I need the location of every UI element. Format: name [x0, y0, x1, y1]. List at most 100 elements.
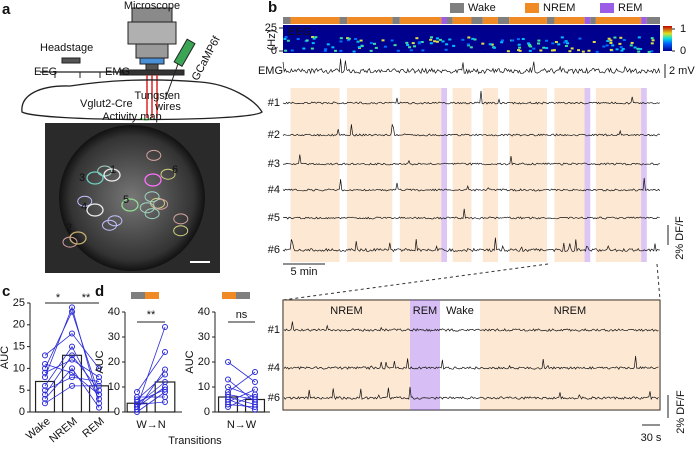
spectrogram-cell	[619, 46, 623, 49]
y-tick-label: 15	[13, 341, 25, 353]
spectrogram-cell	[500, 39, 504, 42]
spectrogram-cell	[618, 42, 622, 45]
significance: ns	[236, 309, 248, 321]
roi	[139, 202, 155, 214]
cell-label: 3	[79, 172, 85, 184]
y-tick-label: 0	[19, 406, 25, 418]
spectrogram-cell	[311, 36, 315, 39]
spectrogram-cell	[418, 41, 422, 44]
spectrogram-cell	[500, 41, 504, 44]
hypnogram-segment	[446, 17, 453, 24]
y-tick-label: 40	[198, 306, 210, 318]
data-point	[69, 374, 75, 381]
y-tick-label: 0	[114, 406, 120, 418]
spectrogram-cell	[466, 43, 470, 46]
paired-line	[44, 376, 100, 391]
data-point	[42, 361, 48, 368]
roi	[173, 213, 189, 225]
roi	[77, 195, 93, 207]
spectrogram-cell	[356, 40, 360, 43]
y-tick-label: 10	[13, 362, 25, 374]
spectrogram-cell	[539, 49, 543, 52]
roi	[144, 173, 162, 187]
spectrogram-cell	[650, 50, 654, 53]
spectrogram-cell	[339, 49, 343, 52]
x-tick-label: NREM	[47, 415, 80, 445]
data-point	[42, 391, 48, 398]
scale-label: 2 mV	[669, 65, 695, 77]
y-tick-label: 20	[108, 356, 120, 368]
spectrogram-cell	[310, 47, 314, 50]
spectrogram-cell	[622, 38, 626, 41]
roi	[103, 168, 121, 182]
paired-line	[227, 361, 256, 383]
state-shading	[509, 88, 547, 262]
paired-line	[44, 363, 100, 395]
data-point	[252, 379, 258, 385]
state-shading	[482, 88, 498, 262]
spectrogram-cell	[557, 43, 561, 46]
spectrogram-cell	[563, 41, 567, 44]
spectrogram-cell	[369, 49, 373, 52]
cell-label: 5	[123, 194, 129, 206]
spectrogram-cell	[352, 50, 356, 53]
spectrogram-cell	[611, 44, 615, 47]
spectrogram-cell	[441, 40, 445, 43]
y-axis-label: AUC	[94, 350, 106, 373]
cell-label: 4	[81, 201, 87, 213]
trace-label: #6	[268, 392, 280, 404]
cell-label: 1	[110, 164, 116, 176]
label: Headstage	[40, 42, 93, 54]
spectrogram-cell	[609, 41, 613, 44]
zoom-guide	[656, 263, 661, 301]
data-point	[162, 324, 168, 330]
spectrogram-cell	[374, 46, 378, 49]
spectrogram-cell	[620, 49, 624, 52]
spectrogram-cell	[333, 49, 337, 52]
hypnogram-segment	[554, 17, 585, 24]
data-point	[69, 356, 75, 363]
label: wires	[154, 101, 181, 113]
data-point	[134, 409, 140, 415]
data-point	[225, 396, 231, 403]
x-tick-label: N→W	[227, 419, 257, 431]
spectrogram-cell	[633, 46, 637, 49]
spectrogram-cell	[314, 36, 318, 39]
hypnogram-segment	[392, 17, 400, 24]
roi	[146, 149, 162, 161]
spectrogram-cell	[283, 37, 287, 40]
data-point	[134, 401, 140, 408]
spectrogram-cell	[564, 40, 568, 43]
data-point	[225, 376, 231, 383]
spectrogram-cell	[331, 46, 335, 49]
spectrogram-cell	[357, 46, 361, 49]
emg-label: EMG	[258, 65, 283, 77]
schematic	[21, 7, 263, 121]
hypnogram-segment	[641, 17, 647, 24]
spectrogram-cell	[592, 40, 596, 43]
spectrogram-cell	[516, 38, 520, 41]
paired-line	[44, 385, 99, 404]
spectrogram-cell	[286, 39, 290, 42]
spectrogram-label: EEG	[288, 26, 311, 38]
paired-line	[227, 394, 256, 408]
hypnogram-segment	[399, 17, 442, 24]
scale-label: 5 min	[291, 266, 318, 278]
state-label: REM	[413, 305, 437, 317]
data-point	[225, 384, 231, 390]
spectrogram-cell	[607, 37, 611, 40]
calcium-trace	[283, 386, 659, 401]
hypnogram-segment	[482, 17, 498, 24]
data-point	[69, 365, 75, 372]
paired-line	[44, 310, 100, 395]
hypnogram-segment	[497, 17, 510, 24]
spectrogram-cell	[448, 38, 452, 41]
spectrogram-cell	[444, 48, 448, 51]
hypnogram-segment	[452, 17, 472, 24]
y-tick-label: 20	[13, 319, 25, 331]
zoom-box	[282, 299, 661, 411]
trace-label: #3	[268, 158, 280, 170]
spectrogram-cell	[636, 47, 640, 50]
label: GCaMP6f	[190, 34, 224, 83]
